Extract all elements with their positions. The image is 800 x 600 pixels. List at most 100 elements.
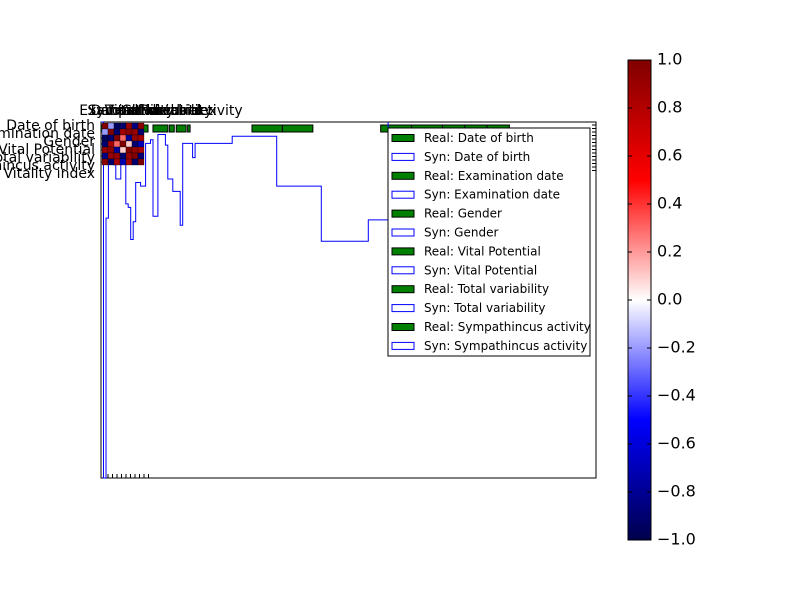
legend-swatch-syn bbox=[391, 190, 415, 199]
heatmap-cell bbox=[137, 128, 145, 136]
heatmap-cell bbox=[125, 128, 133, 136]
legend-entry-label: Real: Vital Potential bbox=[424, 244, 541, 258]
legend-entry-label: Real: Total variability bbox=[424, 282, 549, 296]
real-histogram-bar bbox=[152, 124, 169, 133]
heatmap-cell bbox=[107, 140, 115, 148]
colorbar-tick-label: −1.0 bbox=[657, 530, 696, 549]
legend-entry-label: Syn: Date of birth bbox=[424, 150, 530, 164]
heatmap-cell bbox=[113, 158, 121, 166]
heatmap-cell bbox=[107, 128, 115, 136]
heatmap-cell bbox=[137, 158, 145, 166]
heatmap-cell bbox=[137, 134, 145, 142]
colorbar-tick-label: 0.6 bbox=[657, 146, 682, 165]
heatmap-cell bbox=[113, 140, 121, 148]
heatmap-column-label: Examination date bbox=[79, 103, 203, 119]
legend-entry-label: Syn: Gender bbox=[424, 226, 498, 240]
heatmap-cell bbox=[119, 152, 127, 160]
heatmap-cell bbox=[107, 152, 115, 160]
heatmap-cell bbox=[137, 140, 145, 148]
legend-entry-label: Syn: Examination date bbox=[424, 188, 560, 202]
legend-entry-label: Real: Sympathincus activity bbox=[424, 320, 591, 334]
heatmap-row-label: Total variability bbox=[0, 150, 95, 166]
legend: Real: Date of birth Syn: Date of birth Rea… bbox=[387, 127, 591, 357]
legend-entry-label: Real: Gender bbox=[424, 207, 502, 221]
legend-swatch-real bbox=[391, 323, 415, 331]
colorbar-tick-label: 0.0 bbox=[657, 290, 682, 309]
heatmap-cell bbox=[107, 122, 115, 130]
heatmap-row-label: Sympathincus activity bbox=[0, 158, 95, 174]
legend-swatch-real bbox=[391, 171, 415, 180]
heatmap-row-label: Gender bbox=[43, 134, 95, 150]
legend-box bbox=[387, 127, 591, 357]
heatmap-cell bbox=[131, 134, 139, 142]
legend-swatch-syn bbox=[391, 266, 415, 275]
heatmap-cell bbox=[125, 152, 133, 160]
heatmap-cell bbox=[125, 146, 133, 154]
real-histogram-bar bbox=[168, 124, 175, 133]
colorbar: 1.0 0.8 0.6 0.4 0.2 0.0 −0.2 −0.4 −0.6 −0.8 −1.0 bbox=[627, 50, 696, 549]
legend-entry-label: Syn: Sympathincus activity bbox=[424, 339, 587, 353]
colorbar-tick-label: −0.8 bbox=[657, 482, 696, 501]
legend-swatch-real bbox=[391, 285, 415, 294]
real-histogram-bar bbox=[175, 124, 187, 133]
heatmap-row-label: Date of birth bbox=[6, 118, 95, 134]
heatmap-cell bbox=[131, 152, 139, 160]
heatmap-row-label: Vitality index bbox=[3, 166, 95, 182]
legend-swatch-syn bbox=[391, 228, 415, 237]
colorbar-tick-label: 0.2 bbox=[657, 242, 682, 261]
colorbar-tick-label: 1.0 bbox=[657, 50, 682, 69]
heatmap-cell bbox=[125, 158, 133, 166]
heatmap-row-label: Vital Potential bbox=[0, 142, 95, 158]
real-histogram-bar bbox=[187, 124, 191, 133]
heatmap-cell bbox=[131, 146, 139, 154]
heatmap-cell bbox=[125, 140, 133, 148]
colorbar-tick-label: −0.4 bbox=[657, 386, 696, 405]
heatmap-cell bbox=[101, 152, 109, 160]
heatmap-column-label: Total variability bbox=[105, 103, 213, 119]
legend-swatch-real bbox=[391, 209, 415, 218]
heatmap-cell bbox=[131, 122, 139, 130]
heatmap-column-label: Sympathincus activity bbox=[87, 103, 242, 119]
heatmap-cell bbox=[119, 128, 127, 136]
heatmap-cell bbox=[101, 122, 109, 130]
heatmap-cell bbox=[113, 152, 121, 160]
heatmap-cell bbox=[107, 158, 115, 166]
heatmap-column-label: Vitality index bbox=[125, 103, 217, 119]
legend-swatch-syn bbox=[391, 304, 415, 313]
heatmap-cell bbox=[119, 158, 127, 166]
heatmap-column-label: Gender bbox=[121, 103, 173, 119]
heatmap-cell bbox=[119, 146, 127, 154]
heatmap-cell bbox=[131, 158, 139, 166]
legend-entry-label: Syn: Total variability bbox=[424, 301, 546, 315]
real-histogram-bar bbox=[251, 124, 283, 133]
legend-swatch-syn bbox=[391, 341, 415, 350]
heatmap-cell bbox=[101, 134, 109, 142]
legend-swatch-syn bbox=[391, 152, 415, 161]
heatmap-cell bbox=[137, 152, 145, 160]
colorbar-tick-label: −0.2 bbox=[657, 338, 696, 357]
heatmap-cell bbox=[137, 122, 145, 130]
heatmap-cell bbox=[101, 146, 109, 154]
colorbar-tick-label: −0.6 bbox=[657, 434, 696, 453]
heatmap-cell bbox=[137, 146, 145, 154]
legend-swatch-real bbox=[391, 134, 415, 142]
heatmap-cell bbox=[113, 128, 121, 136]
heatmap-cell bbox=[113, 134, 121, 142]
legend-swatch-real bbox=[391, 247, 415, 256]
heatmap-cell bbox=[119, 134, 127, 142]
heatmap-cell bbox=[113, 146, 121, 154]
heatmap-cell bbox=[113, 122, 121, 130]
heatmap-cell bbox=[119, 122, 127, 130]
heatmap-row-label: Examination date bbox=[0, 126, 95, 142]
correlation-heatmap bbox=[101, 122, 145, 166]
heatmap-cell bbox=[107, 146, 115, 154]
heatmap-cell bbox=[125, 122, 133, 130]
real-histogram-bar bbox=[281, 124, 314, 133]
heatmap-column-label: Vital Potential bbox=[105, 103, 202, 119]
colorbar-tick-label: 0.4 bbox=[657, 194, 682, 213]
heatmap-cell bbox=[101, 140, 109, 148]
heatmap-cell bbox=[101, 158, 109, 166]
heatmap-cell bbox=[131, 128, 139, 136]
